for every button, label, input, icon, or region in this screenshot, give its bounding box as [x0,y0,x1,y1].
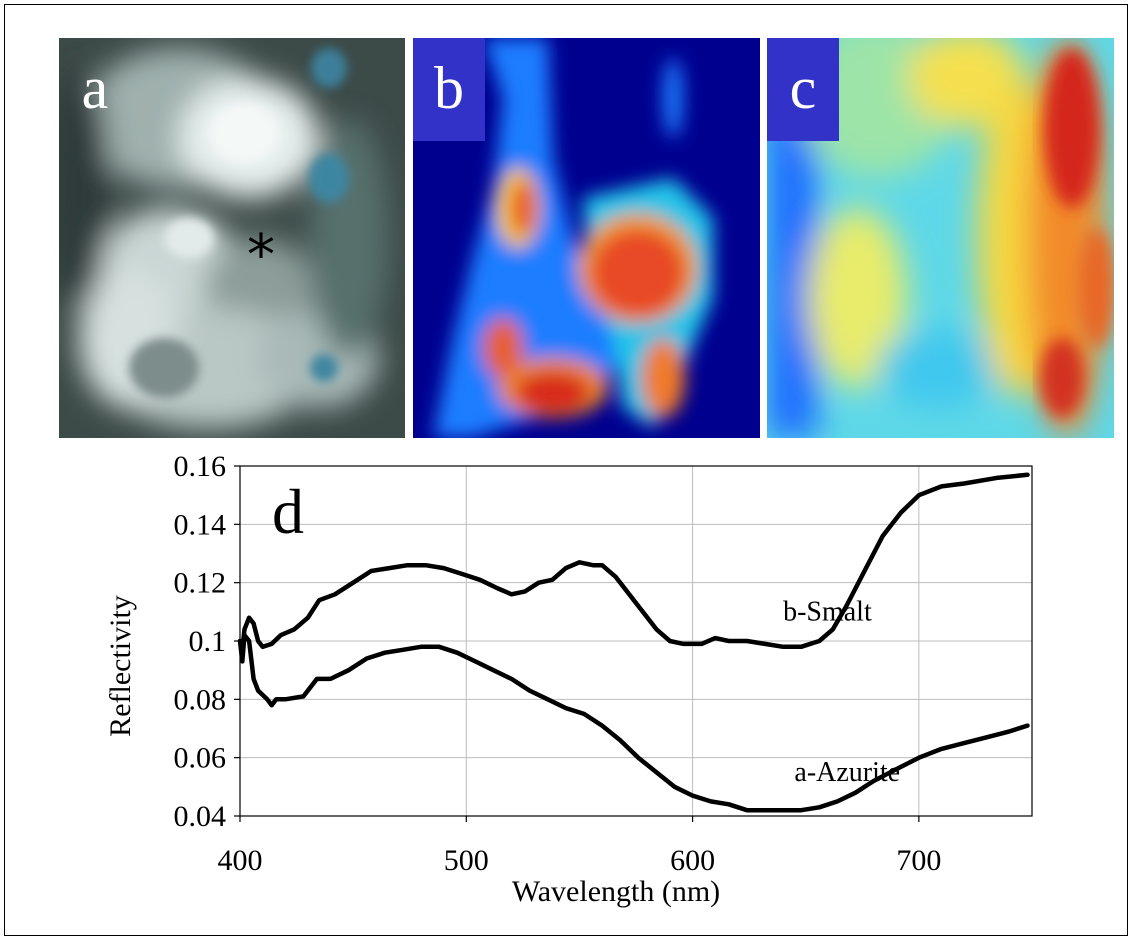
panel-c-map: c [767,38,1114,438]
x-axis-title: Wavelength (nm) [512,875,720,908]
panel-b-label: b [413,38,485,141]
panel-a-label: a [81,55,109,121]
chart-series [237,472,1030,813]
y-axis-title: Reflectivity [104,595,137,737]
y-tick-label-3: 0.1 [189,625,227,658]
y-tick-label-6: 0.16 [174,450,227,483]
series-line-a-azurite [237,632,1030,813]
annotation-label-0: b-Smalt [783,597,872,628]
x-tick-label-2: 600 [670,844,715,877]
y-tick-label-1: 0.06 [174,742,227,775]
annotation-label-1: a-Azurite [794,757,900,788]
x-tick-label-0: 400 [218,844,263,877]
y-tick-label-0: 0.04 [174,800,227,833]
x-tick-label-1: 500 [444,844,489,877]
panel-c-label: c [767,38,839,141]
reflectivity-chart: 0.04 0.06 0.08 0.1 0.12 0.14 0.16 400 500 600 700… [104,450,1033,908]
series-line-b-smalt [237,472,1030,653]
chart-annotations: b-Smalt a-Azurite [783,597,900,788]
y-tick-label-5: 0.14 [174,508,227,541]
panel-d-label: d [272,476,304,547]
panel-c-image [767,38,1114,438]
chart-grid [239,465,1032,817]
y-tick-label-4: 0.12 [174,567,227,600]
y-axis-ticks: 0.04 0.06 0.08 0.1 0.12 0.14 0.16 [174,450,240,833]
y-tick-label-2: 0.08 [174,683,227,716]
x-tick-label-3: 700 [896,844,941,877]
asterisk-marker: * [247,223,275,288]
x-axis-ticks: 400 500 600 700 [218,816,941,877]
panel-b-map: b [413,38,760,438]
panel-a-image [59,38,405,438]
panel-a-photo: a * [59,38,405,438]
